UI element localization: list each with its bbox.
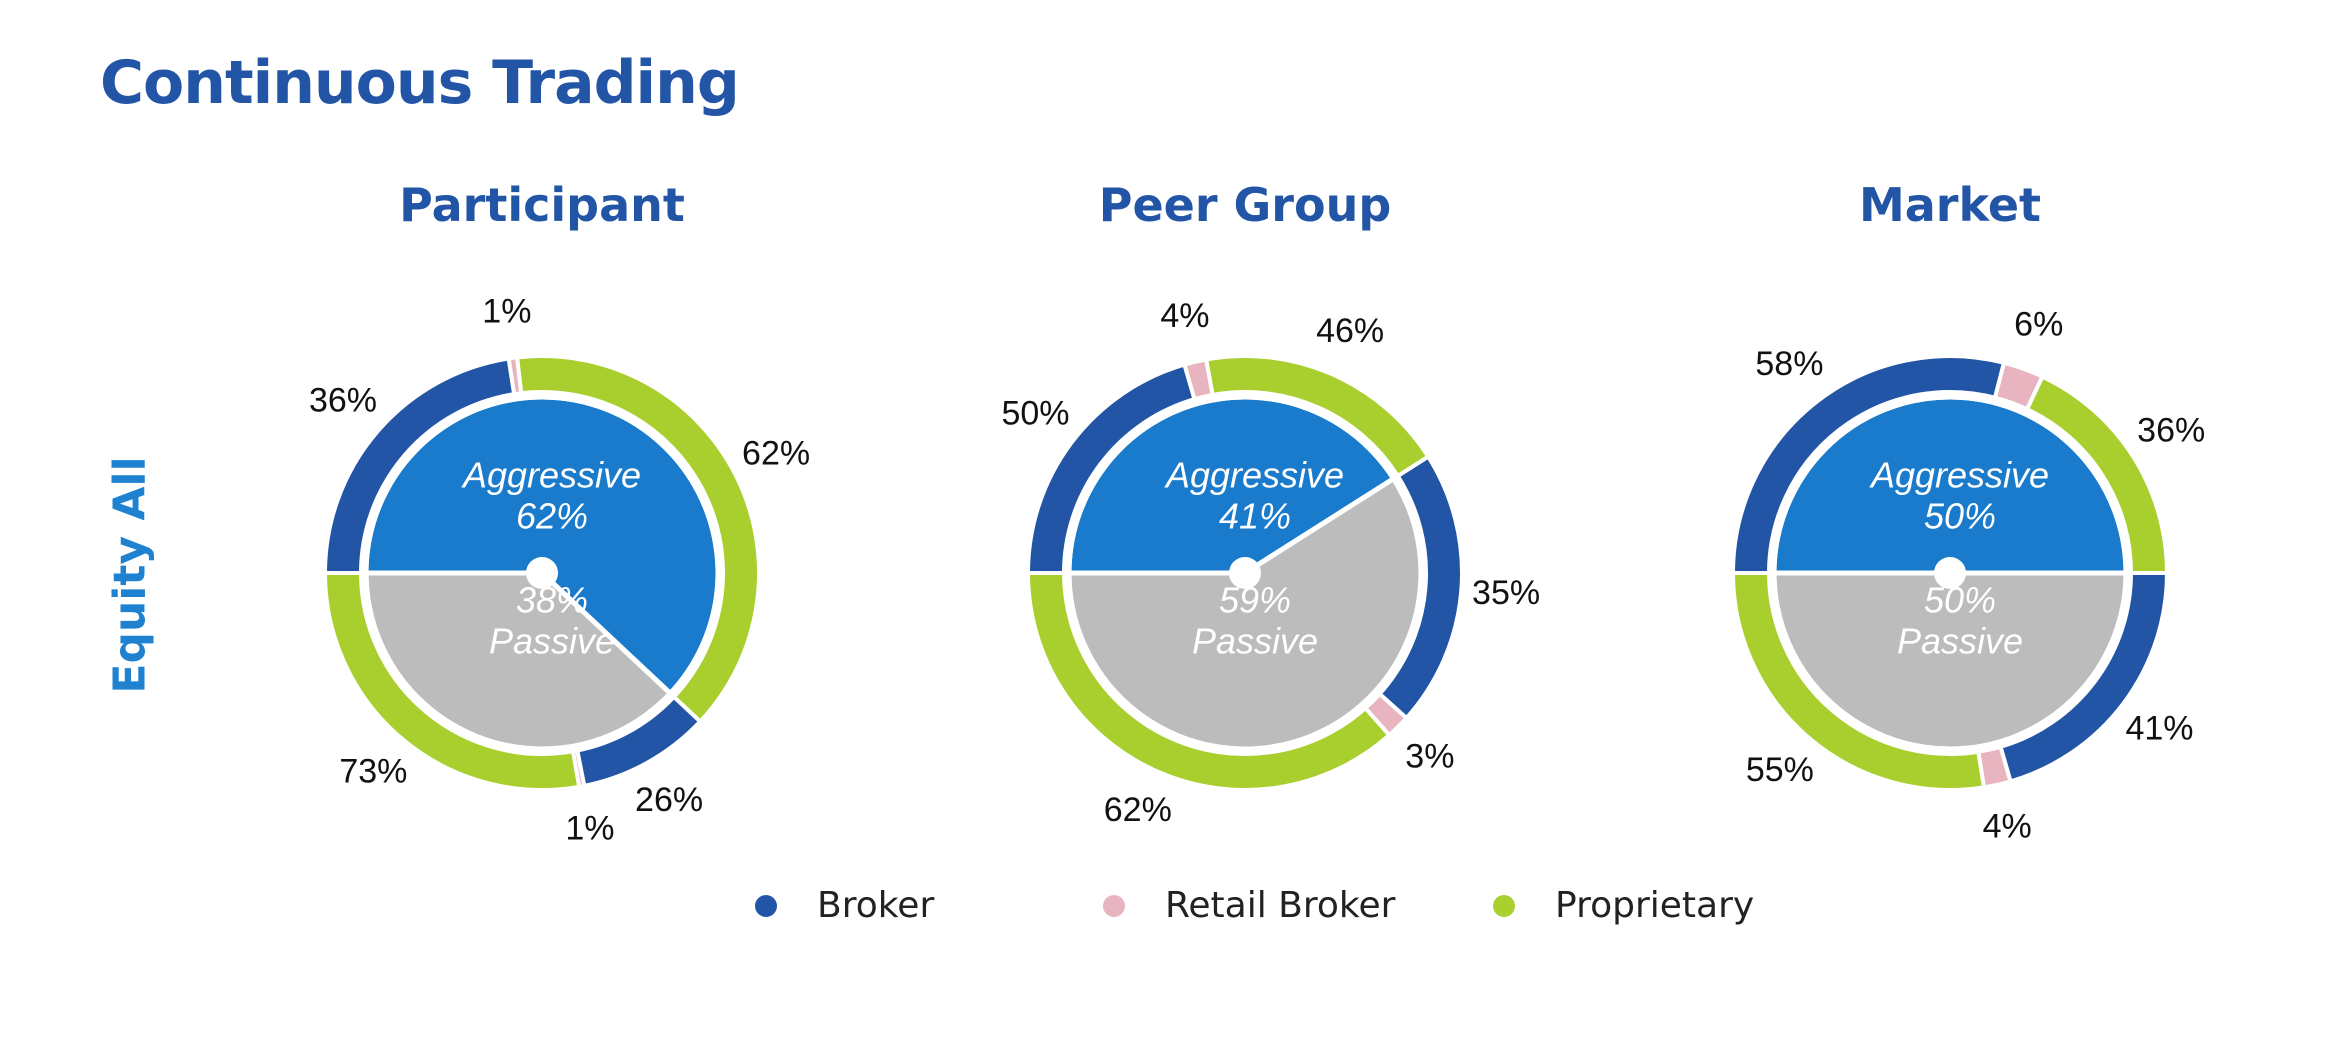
center-dot-2 bbox=[1934, 557, 1966, 589]
data-label-passive-broker-0: 26% bbox=[635, 781, 703, 819]
chart-title-peer-group: Peer Group bbox=[1098, 178, 1392, 232]
inner-label-aggressive-0: Aggressive bbox=[461, 455, 641, 496]
inner-ring-border-2 bbox=[1771, 394, 2129, 752]
inner-ring-border-0 bbox=[363, 394, 721, 752]
data-label-aggressive-retail-broker-2: 6% bbox=[2014, 305, 2063, 343]
data-label-passive-proprietary-0: 73% bbox=[339, 752, 407, 790]
data-label-passive-broker-2: 41% bbox=[2125, 709, 2193, 747]
legend-item-retail-broker: Retail Broker bbox=[1103, 885, 1395, 926]
data-label-aggressive-proprietary-2: 36% bbox=[2137, 412, 2205, 450]
center-dot-0 bbox=[526, 557, 558, 589]
data-label-passive-proprietary-2: 55% bbox=[1746, 751, 1814, 789]
outer-segment-passive-proprietary-2 bbox=[1730, 571, 1987, 792]
data-label-aggressive-retail-broker-0: 1% bbox=[482, 292, 531, 330]
inner-ring-border-1 bbox=[1066, 394, 1424, 752]
data-label-passive-retail-broker-1: 3% bbox=[1405, 738, 1454, 776]
page-title: Continuous Trading bbox=[100, 48, 740, 118]
data-label-aggressive-retail-broker-1: 4% bbox=[1160, 297, 1209, 335]
inner-value-aggressive-1: 41% bbox=[1219, 496, 1291, 537]
inner-value-passive-1: 59% bbox=[1219, 580, 1291, 621]
inner-label-aggressive-2: Aggressive bbox=[1869, 455, 2049, 496]
inner-label-passive-0: Passive bbox=[489, 621, 615, 662]
inner-label-passive-2: Passive bbox=[1897, 621, 2023, 662]
data-label-aggressive-proprietary-0: 62% bbox=[742, 434, 810, 472]
data-label-aggressive-broker-0: 36% bbox=[309, 382, 377, 420]
inner-value-aggressive-2: 50% bbox=[1924, 496, 1996, 537]
legend-item-proprietary: Proprietary bbox=[1493, 885, 1754, 926]
chart-title-participant: Participant bbox=[399, 178, 685, 232]
data-label-passive-broker-1: 35% bbox=[1472, 574, 1540, 612]
inner-value-passive-2: 50% bbox=[1924, 580, 1996, 621]
inner-value-passive-0: 38% bbox=[516, 580, 588, 621]
chart-title-market: Market bbox=[1858, 178, 2042, 232]
legend-item-broker: Broker bbox=[755, 885, 934, 926]
data-label-aggressive-proprietary-1: 46% bbox=[1316, 312, 1384, 350]
data-label-aggressive-broker-2: 58% bbox=[1755, 345, 1823, 383]
outer-segment-passive-proprietary-1 bbox=[1025, 571, 1393, 792]
legend-label-broker: Broker bbox=[817, 885, 935, 926]
center-dot-1 bbox=[1229, 557, 1261, 589]
outer-segment-passive-proprietary-0 bbox=[322, 571, 582, 792]
inner-value-aggressive-0: 62% bbox=[516, 496, 588, 537]
legend-dot-proprietary bbox=[1493, 894, 1515, 917]
data-label-passive-retail-broker-2: 4% bbox=[1983, 808, 2032, 846]
legend-dot-retail-broker bbox=[1103, 894, 1125, 917]
legend-label-proprietary: Proprietary bbox=[1555, 885, 1755, 926]
inner-label-passive-1: Passive bbox=[1192, 621, 1318, 662]
data-label-aggressive-broker-1: 50% bbox=[1001, 395, 1069, 433]
legend: Broker Retail Broker Proprietary bbox=[0, 885, 2349, 945]
inner-label-aggressive-1: Aggressive bbox=[1164, 455, 1344, 496]
data-label-passive-proprietary-1: 62% bbox=[1104, 791, 1172, 829]
legend-label-retail-broker: Retail Broker bbox=[1165, 885, 1396, 926]
legend-dot-broker bbox=[755, 894, 777, 917]
data-label-passive-retail-broker-0: 1% bbox=[565, 810, 614, 848]
